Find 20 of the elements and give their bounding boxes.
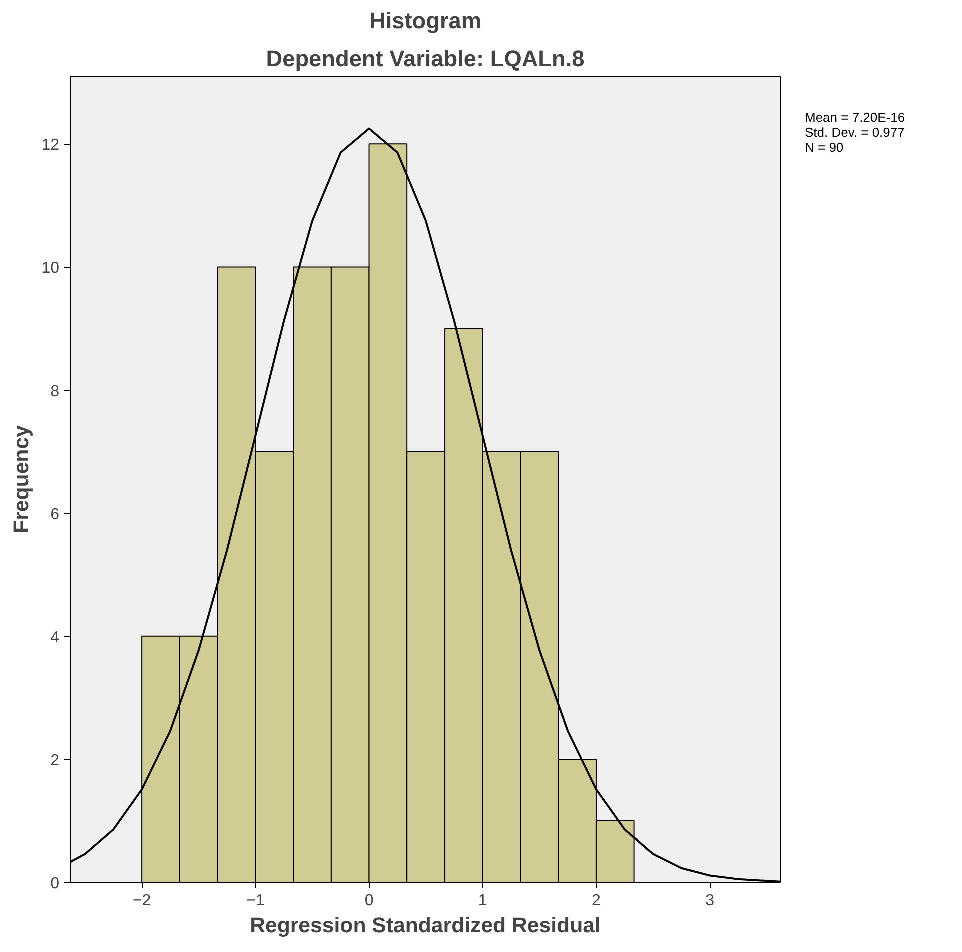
x-tick-label: 0 — [364, 892, 374, 910]
x-tick-label: 2 — [592, 892, 602, 910]
x-axis-title: Regression Standardized Residual — [250, 914, 601, 938]
y-tick-label: 2 — [50, 752, 60, 770]
text: Mean = 7.20E-16 — [805, 110, 906, 125]
y-tick-label: 4 — [50, 629, 60, 646]
y-tick-label: 0 — [50, 876, 60, 892]
y-tick-label: 12 — [42, 137, 60, 154]
text: N = 90 — [805, 140, 844, 155]
chart-title: Histogram — [369, 8, 482, 34]
x-tick-label: 3 — [706, 892, 715, 910]
x-tick-label: 1 — [478, 892, 488, 910]
chart-subtitle: Dependent Variable: LQALn.8 — [266, 46, 585, 72]
text: Std. Dev. = 0.977 — [805, 125, 905, 140]
y-axis-title: Frequency — [10, 425, 34, 534]
x-tick-label: −2 — [132, 892, 152, 910]
y-tick-label: 6 — [50, 506, 60, 524]
y-tick-label: 8 — [50, 383, 60, 400]
x-tick-label: −1 — [246, 892, 265, 910]
y-tick-label: 10 — [42, 260, 60, 278]
